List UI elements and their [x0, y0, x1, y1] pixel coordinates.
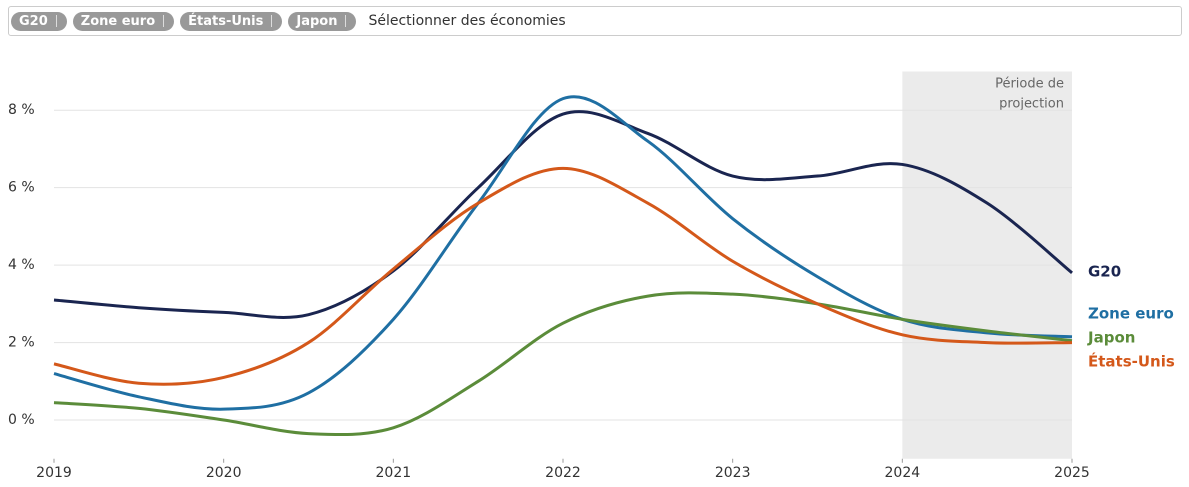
y-tick-label: 6 %: [8, 180, 35, 196]
x-tick-label: 2021: [376, 465, 412, 481]
series-line: [53, 291, 1073, 437]
series-label: États-Unis: [1088, 352, 1175, 371]
y-tick-label: 8 %: [8, 102, 35, 118]
shade-label: projection: [999, 97, 1064, 112]
filter-placeholder[interactable]: Sélectionner des économies: [368, 13, 566, 29]
series-label: G20: [1088, 263, 1121, 281]
x-tick-label: 2022: [545, 465, 581, 481]
series-line: [53, 110, 1073, 319]
filter-chip[interactable]: États-Unis: [180, 11, 283, 31]
y-tick-label: 0 %: [8, 412, 35, 428]
y-tick-label: 2 %: [8, 335, 35, 351]
filter-chip[interactable]: Japon: [288, 11, 357, 31]
filter-chip[interactable]: Zone euro: [72, 11, 175, 31]
shade-label: Période de: [995, 77, 1064, 92]
series-line: [53, 166, 1073, 386]
x-tick-label: 2025: [1054, 465, 1090, 481]
series-label: Japon: [1087, 329, 1135, 347]
series-label: Zone euro: [1088, 305, 1174, 323]
filter-bar[interactable]: G20 Zone euro États-Unis Japon Sélectionner …: [8, 6, 1182, 36]
x-tick-label: 2023: [715, 465, 751, 481]
x-tick-label: 2020: [206, 465, 242, 481]
x-tick-label: 2024: [885, 465, 921, 481]
filter-chip[interactable]: G20: [11, 11, 67, 31]
x-tick-label: 2019: [36, 465, 72, 481]
y-tick-label: 4 %: [8, 257, 35, 273]
